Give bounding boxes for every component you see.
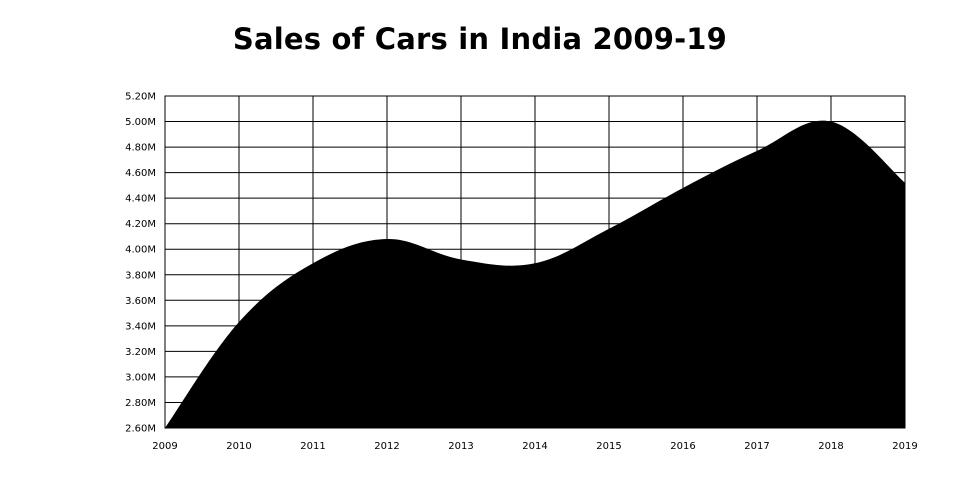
- x-tick-label: 2015: [596, 441, 621, 452]
- y-tick-label: 3.00M: [125, 372, 156, 383]
- y-tick-label: 4.40M: [125, 194, 156, 205]
- x-tick-label: 2017: [744, 441, 769, 452]
- y-tick-label: 3.40M: [125, 321, 156, 332]
- x-tick-label: 2013: [448, 441, 473, 452]
- y-tick-label: 5.00M: [125, 117, 156, 128]
- y-tick-label: 3.20M: [125, 347, 156, 358]
- x-tick-label: 2014: [522, 441, 547, 452]
- x-tick-label: 2011: [300, 441, 325, 452]
- y-tick-label: 4.20M: [125, 219, 156, 230]
- plot-frame: [164, 95, 906, 429]
- y-tick-label: 3.60M: [125, 296, 156, 307]
- y-tick-label: 2.80M: [125, 398, 156, 409]
- y-tick-label: 3.80M: [125, 270, 156, 281]
- plot-border: [164, 95, 906, 429]
- y-axis-ticks: 2.60M 2.80M 3.00M 3.20M 3.40M 3.60M 3.80M 4.00M…: [125, 92, 156, 435]
- x-tick-label: 2009: [152, 441, 177, 452]
- y-tick-label: 2.60M: [125, 424, 156, 435]
- x-tick-label: 2010: [226, 441, 251, 452]
- x-tick-label: 2012: [374, 441, 399, 452]
- y-tick-label: 4.00M: [125, 245, 156, 256]
- x-tick-label: 2016: [670, 441, 695, 452]
- x-axis-ticks: 2009 2010 2011 2012 2013 2014 2015 2016 2017 2018…: [152, 441, 917, 452]
- y-tick-label: 5.20M: [125, 92, 156, 103]
- area-fill: [165, 120, 905, 428]
- y-tick-label: 4.80M: [125, 143, 156, 154]
- chart-title: Sales of Cars in India 2009-19: [232, 22, 728, 56]
- y-tick-label: 4.60M: [125, 168, 156, 179]
- x-tick-label: 2018: [818, 441, 843, 452]
- x-tick-label: 2019: [892, 441, 917, 452]
